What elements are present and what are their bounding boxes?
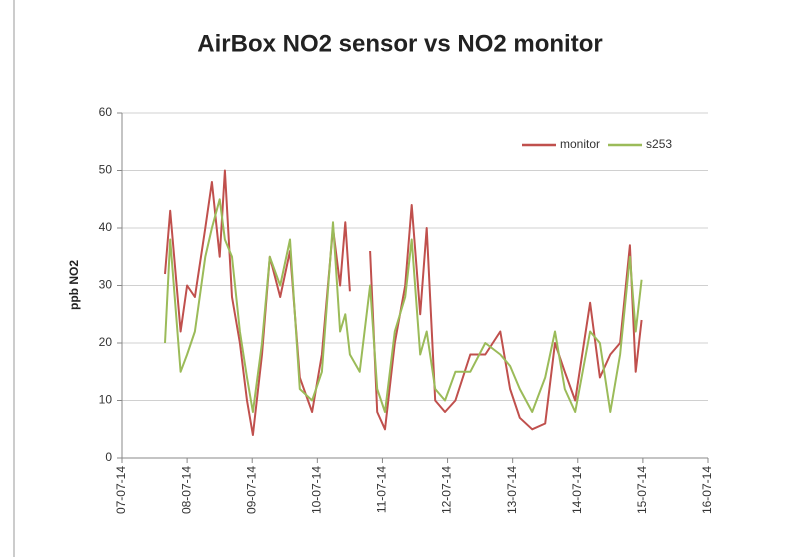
x-tick-label: 11-07-14 <box>375 466 389 513</box>
x-tick-label: 08-07-14 <box>179 466 193 514</box>
y-tick-label: 40 <box>99 220 113 234</box>
chart-title: AirBox NO2 sensor vs NO2 monitor <box>197 30 602 57</box>
x-tick-label: 07-07-14 <box>114 466 128 514</box>
legend-label: monitor <box>560 137 600 151</box>
series-line <box>164 198 643 413</box>
y-tick-label: 60 <box>99 105 113 119</box>
x-tick-label: 13-07-14 <box>505 466 519 514</box>
x-tick-label: 12-07-14 <box>440 466 454 514</box>
x-tick-label: 09-07-14 <box>244 466 258 514</box>
legend-label: s253 <box>646 137 672 151</box>
y-tick-label: 20 <box>99 335 113 349</box>
y-tick-label: 30 <box>99 278 113 292</box>
y-tick-label: 50 <box>99 163 113 177</box>
y-tick-label: 10 <box>99 393 113 407</box>
y-axis-label: ppb NO2 <box>67 260 81 310</box>
y-tick-label: 0 <box>105 450 112 464</box>
x-tick-label: 14-07-14 <box>570 466 584 514</box>
x-tick-label: 16-07-14 <box>700 466 714 514</box>
x-tick-label: 15-07-14 <box>635 466 649 514</box>
x-tick-label: 10-07-14 <box>310 466 324 514</box>
